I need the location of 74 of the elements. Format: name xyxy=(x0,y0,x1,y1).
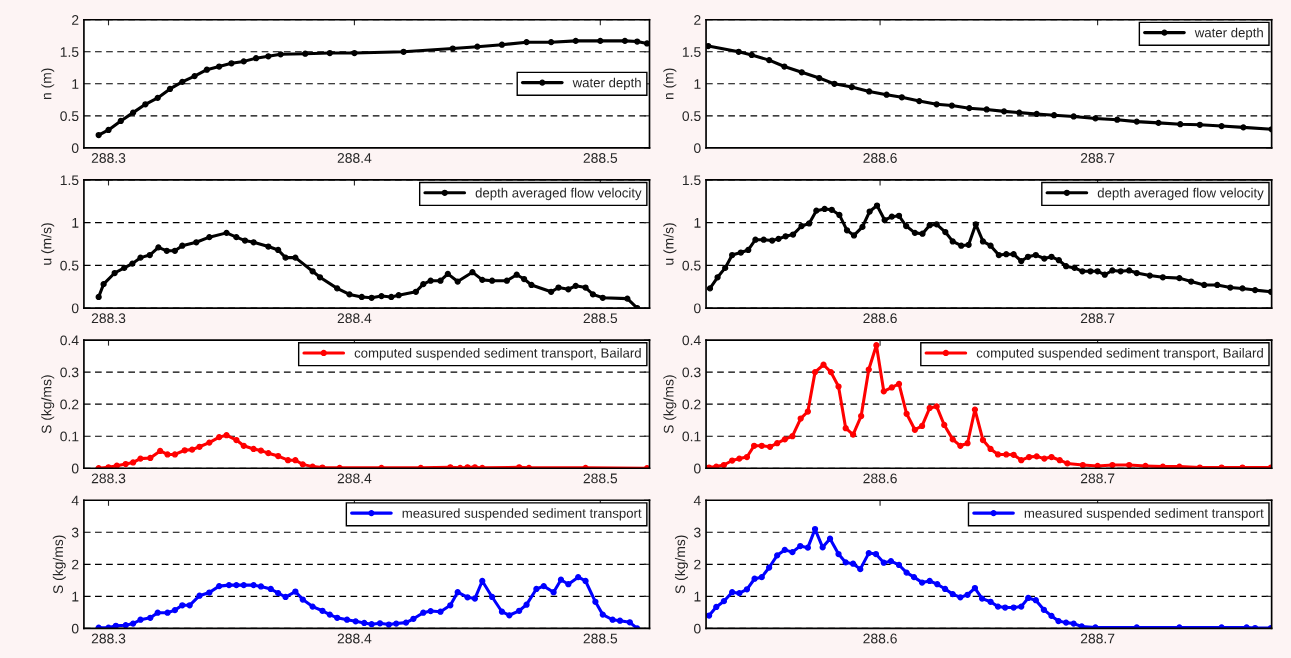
y-tick-label: 1 xyxy=(72,79,79,89)
x-tick-label: 288.6 xyxy=(863,473,897,484)
y-tick-label: 0.1 xyxy=(60,431,79,442)
x-tick-label: 288.3 xyxy=(91,313,126,324)
x-tick-label: 288.6 xyxy=(863,153,897,163)
legend-label: measured suspended sediment transport xyxy=(402,508,642,521)
y-axis-title: u (m/s) xyxy=(41,223,55,265)
y-axis-title: S (kg/ms) xyxy=(41,375,55,434)
y-tick-label: 0 xyxy=(694,303,701,314)
y-tick-label: 3 xyxy=(71,527,79,538)
y-tick-label: 4 xyxy=(71,495,79,506)
y-tick-label: 1 xyxy=(694,79,701,89)
x-tick-label: 288.5 xyxy=(583,473,618,484)
y-tick-label: 4 xyxy=(693,495,701,506)
y-tick-label: 0.4 xyxy=(60,335,79,346)
legend-label: measured suspended sediment transport xyxy=(1024,508,1264,521)
x-tick-label: 288.3 xyxy=(91,633,126,644)
y-tick-label: 0 xyxy=(694,463,701,474)
legend-label: water depth xyxy=(1194,27,1263,40)
y-tick-label: 0.5 xyxy=(60,260,79,271)
y-tick-label: 0.3 xyxy=(60,367,79,378)
y-tick-label: 2 xyxy=(72,559,79,570)
x-tick-label: 288.5 xyxy=(583,633,618,644)
y-tick-label: 1 xyxy=(694,218,701,228)
y-tick-label: 1 xyxy=(694,591,701,602)
y-axis-title: S (kg/ms) xyxy=(663,375,677,434)
x-tick-label: 288.4 xyxy=(337,153,372,163)
y-axis-title: S (kg/ms) xyxy=(674,535,688,594)
x-tick-label: 288.4 xyxy=(337,473,372,484)
y-axis-title: n (m) xyxy=(41,68,55,100)
y-tick-label: 1.5 xyxy=(60,47,79,57)
y-tick-label: 3 xyxy=(694,527,701,538)
x-tick-label: 288.3 xyxy=(91,153,126,163)
y-tick-label: 0.2 xyxy=(60,399,79,410)
x-tick-label: 288.6 xyxy=(863,313,897,324)
y-tick-label: 0 xyxy=(694,143,701,154)
y-tick-label: 2 xyxy=(694,15,701,25)
y-tick-label: 0.5 xyxy=(60,111,79,122)
y-tick-label: 1 xyxy=(72,591,79,602)
x-tick-label: 288.5 xyxy=(583,313,618,324)
y-tick-label: 2 xyxy=(694,559,701,570)
y-tick-label: 1.5 xyxy=(60,175,79,186)
x-tick-label: 288.7 xyxy=(1080,313,1115,324)
y-axis-title: u (m/s) xyxy=(663,223,677,265)
y-tick-label: 0.2 xyxy=(682,399,701,410)
legend-label: computed suspended sediment transport, Bailard xyxy=(976,348,1263,361)
legend-label: depth averaged flow velocity xyxy=(475,187,642,201)
y-tick-label: 1 xyxy=(72,218,79,228)
legend-label: depth averaged flow velocity xyxy=(1097,187,1264,201)
y-tick-label: 0 xyxy=(71,303,79,314)
x-tick-label: 288.7 xyxy=(1080,473,1115,484)
x-tick-label: 288.4 xyxy=(337,313,372,324)
y-tick-label: 1.5 xyxy=(682,47,701,57)
y-tick-label: 0.5 xyxy=(682,111,701,122)
x-tick-label: 288.3 xyxy=(91,473,126,484)
y-axis-title: n (m) xyxy=(663,68,677,100)
y-tick-label: 0.3 xyxy=(682,367,701,378)
y-tick-label: 0 xyxy=(71,143,79,154)
y-axis-title: S (kg/ms) xyxy=(52,535,66,594)
y-tick-label: 0 xyxy=(694,623,701,634)
y-tick-label: 1.5 xyxy=(682,175,701,186)
legend-label: water depth xyxy=(572,77,641,90)
y-tick-label: 0.5 xyxy=(682,260,701,271)
x-tick-label: 288.7 xyxy=(1080,153,1115,163)
x-tick-label: 288.6 xyxy=(863,633,897,644)
x-tick-label: 288.7 xyxy=(1080,633,1115,644)
y-tick-label: 0.1 xyxy=(682,431,701,442)
y-tick-label: 0 xyxy=(71,623,79,634)
y-tick-label: 0 xyxy=(71,463,79,474)
x-tick-label: 288.4 xyxy=(337,633,372,644)
y-tick-label: 0.4 xyxy=(682,335,701,346)
x-tick-label: 288.5 xyxy=(583,153,618,163)
legend-label: computed suspended sediment transport, Bailard xyxy=(354,348,641,361)
y-tick-label: 2 xyxy=(72,15,79,25)
